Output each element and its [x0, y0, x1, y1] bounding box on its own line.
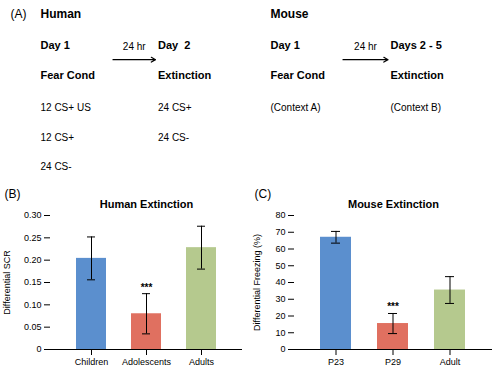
- svg-text:24 hr: 24 hr: [123, 41, 146, 52]
- svg-text:Human Extinction: Human Extinction: [100, 198, 194, 210]
- svg-text:0.15: 0.15: [24, 277, 42, 287]
- svg-text:(Context A): (Context A): [271, 102, 321, 113]
- svg-text:Adults: Adults: [189, 357, 215, 367]
- svg-text:(C): (C): [255, 187, 272, 201]
- svg-text:12 CS+ US: 12 CS+ US: [41, 102, 92, 113]
- svg-text:***: ***: [141, 282, 153, 293]
- svg-text:Day 2: Day 2: [158, 39, 190, 51]
- svg-text:P29: P29: [385, 357, 401, 367]
- svg-text:Children: Children: [75, 357, 109, 367]
- svg-text:Fear Cond: Fear Cond: [271, 69, 325, 81]
- svg-text:24 CS-: 24 CS-: [41, 161, 72, 172]
- svg-text:Mouse: Mouse: [271, 7, 309, 21]
- svg-text:24 hr: 24 hr: [354, 41, 377, 52]
- svg-text:(B): (B): [5, 187, 21, 201]
- svg-text:80: 80: [275, 210, 285, 220]
- svg-text:0: 0: [280, 344, 285, 354]
- svg-text:Days 2 - 5: Days 2 - 5: [391, 39, 442, 51]
- svg-text:Human: Human: [41, 7, 82, 21]
- svg-text:0: 0: [36, 344, 41, 354]
- svg-text:0.05: 0.05: [24, 322, 42, 332]
- svg-text:(Context B): (Context B): [391, 102, 442, 113]
- svg-text:24 CS+: 24 CS+: [158, 102, 192, 113]
- svg-text:Mouse Extinction: Mouse Extinction: [348, 198, 439, 210]
- svg-text:0.10: 0.10: [24, 300, 42, 310]
- svg-text:Extinction: Extinction: [158, 69, 211, 81]
- svg-text:0.20: 0.20: [24, 255, 42, 265]
- svg-text:Fear Cond: Fear Cond: [41, 69, 95, 81]
- svg-text:P23: P23: [328, 357, 344, 367]
- svg-text:60: 60: [275, 244, 285, 254]
- svg-text:0.30: 0.30: [24, 210, 42, 220]
- svg-text:Adolescents: Adolescents: [122, 357, 172, 367]
- svg-text:24 CS-: 24 CS-: [158, 132, 189, 143]
- svg-text:20: 20: [275, 311, 285, 321]
- svg-text:70: 70: [275, 227, 285, 237]
- svg-text:12 CS+: 12 CS+: [41, 132, 75, 143]
- svg-text:Extinction: Extinction: [391, 69, 444, 81]
- svg-text:(A): (A): [11, 7, 27, 21]
- svg-text:10: 10: [275, 328, 285, 338]
- svg-text:***: ***: [387, 301, 399, 312]
- svg-text:40: 40: [275, 277, 285, 287]
- svg-text:50: 50: [275, 261, 285, 271]
- svg-text:Differential Freezing (%): Differential Freezing (%): [252, 234, 262, 331]
- svg-text:0.25: 0.25: [24, 233, 42, 243]
- svg-text:30: 30: [275, 294, 285, 304]
- svg-text:Day 1: Day 1: [41, 39, 70, 51]
- svg-text:Day 1: Day 1: [271, 39, 300, 51]
- svg-text:Adult: Adult: [440, 357, 461, 367]
- svg-text:Differential SCR: Differential SCR: [2, 250, 12, 315]
